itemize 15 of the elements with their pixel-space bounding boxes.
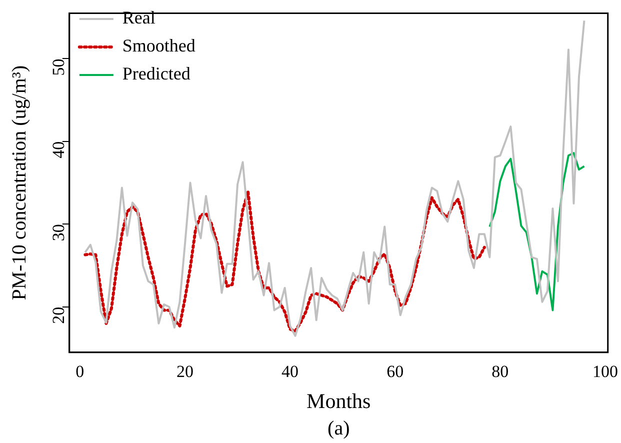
y-tick-label: 30 bbox=[48, 224, 68, 242]
y-tick-label: 20 bbox=[48, 306, 68, 324]
x-tick-label: 20 bbox=[176, 362, 194, 382]
x-axis-title: Months bbox=[306, 388, 371, 413]
y-tick-label: 40 bbox=[48, 141, 68, 158]
x-tick-label: 40 bbox=[282, 362, 299, 382]
text: (a) bbox=[328, 417, 350, 440]
x-tick-label: 0 bbox=[76, 362, 84, 382]
y-axis-title: PM-10 concentration (ug/m³) bbox=[8, 65, 30, 300]
legend-label: Smoothed bbox=[122, 36, 196, 56]
y-tick-label: 50 bbox=[48, 58, 68, 76]
x-tick-label: 100 bbox=[592, 362, 618, 382]
legend-label: Predicted bbox=[122, 64, 190, 84]
x-tick-label: 60 bbox=[386, 362, 404, 382]
x-tick-label: 80 bbox=[492, 362, 509, 382]
